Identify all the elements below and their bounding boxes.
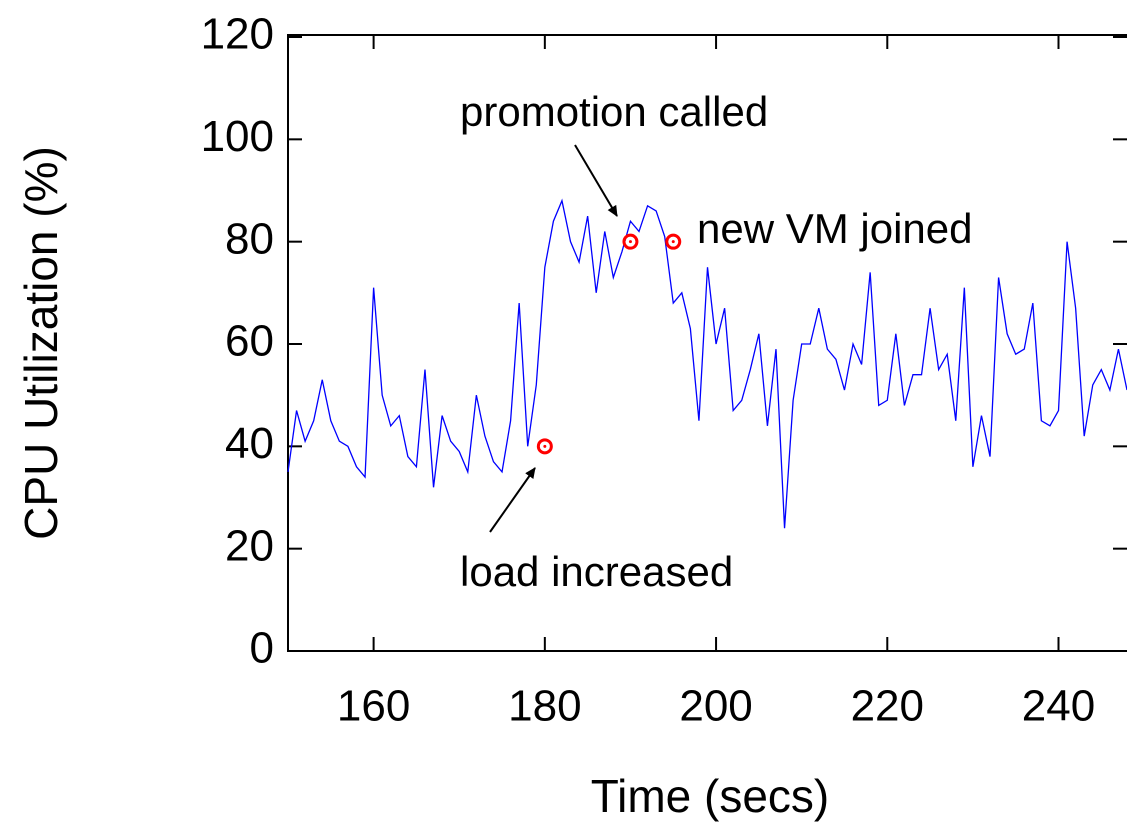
event-marker	[665, 233, 682, 250]
annotation-arrow	[574, 144, 618, 217]
data-line	[287, 198, 1127, 529]
y-tick-label: 40	[225, 419, 274, 468]
annotation: promotion called	[460, 88, 768, 135]
x-tick-label: 200	[679, 682, 752, 731]
x-tick-label: 160	[337, 682, 410, 731]
y-tick-label: 100	[201, 112, 274, 161]
y-tick-label: 0	[250, 624, 274, 673]
x-tick-label: 240	[1022, 682, 1095, 731]
y-tick-label: 120	[201, 10, 274, 59]
annotation: new VM joined	[697, 205, 972, 252]
event-marker	[622, 233, 639, 250]
x-tick-label: 180	[508, 682, 581, 731]
event-marker-dot	[628, 240, 632, 244]
event-marker-dot	[671, 240, 675, 244]
event-marker-dot	[543, 444, 547, 448]
annotation-arrow	[489, 467, 536, 533]
x-axis-label: Time (secs)	[591, 770, 830, 822]
y-tick-label: 20	[225, 521, 274, 570]
x-tick-label: 220	[851, 682, 924, 731]
y-tick-label: 80	[225, 214, 274, 263]
y-tick-label: 60	[225, 317, 274, 366]
event-marker	[536, 438, 553, 455]
y-axis-label: CPU Utilization (%)	[15, 146, 67, 540]
annotation: load increased	[460, 548, 733, 595]
